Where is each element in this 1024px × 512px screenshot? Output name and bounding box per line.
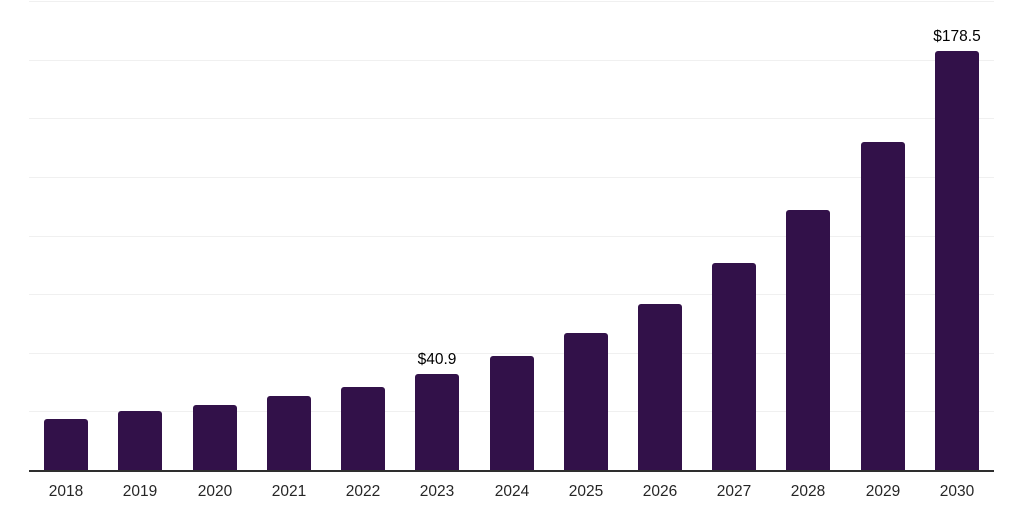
gridline	[29, 118, 994, 119]
bar-2023	[415, 374, 459, 470]
x-tick-label-2018: 2018	[48, 483, 84, 500]
bar-2019	[118, 411, 162, 470]
bar-2026	[638, 304, 682, 470]
x-tick-label-2025: 2025	[568, 483, 604, 500]
x-tick-label-2028: 2028	[790, 483, 826, 500]
gridline	[29, 236, 994, 237]
bar-2027	[712, 263, 756, 470]
bar-2029	[861, 142, 905, 470]
gridline	[29, 353, 994, 354]
x-tick-label-2019: 2019	[122, 483, 158, 500]
bar-2022	[341, 387, 385, 470]
x-tick-label-2021: 2021	[271, 483, 307, 500]
x-axis-line	[29, 470, 994, 472]
gridline	[29, 60, 994, 61]
gridline	[29, 294, 994, 295]
x-tick-label-2023: 2023	[419, 483, 455, 500]
bar-2025	[564, 333, 608, 470]
bar-2024	[490, 356, 534, 470]
x-tick-label-2022: 2022	[345, 483, 381, 500]
x-tick-label-2026: 2026	[642, 483, 678, 500]
x-tick-label-2029: 2029	[865, 483, 901, 500]
data-label-2023: $40.9	[417, 351, 457, 368]
bar-2028	[786, 210, 830, 470]
data-label-2030: $178.5	[933, 28, 981, 45]
bar-2021	[267, 396, 311, 470]
x-tick-label-2030: 2030	[939, 483, 975, 500]
x-tick-label-2027: 2027	[716, 483, 752, 500]
bar-2030	[935, 51, 979, 470]
gridline	[29, 177, 994, 178]
bar-2018	[44, 419, 88, 470]
bar-2020	[193, 405, 237, 470]
x-tick-label-2020: 2020	[197, 483, 233, 500]
gridline	[29, 1, 994, 2]
x-axis-tick-labels: 2018 2019 2020 2021 2022 2023 2024 2025 2026 2027…	[29, 483, 994, 505]
plot-area: $40.9 $178.5	[29, 1, 994, 470]
x-tick-label-2024: 2024	[494, 483, 530, 500]
